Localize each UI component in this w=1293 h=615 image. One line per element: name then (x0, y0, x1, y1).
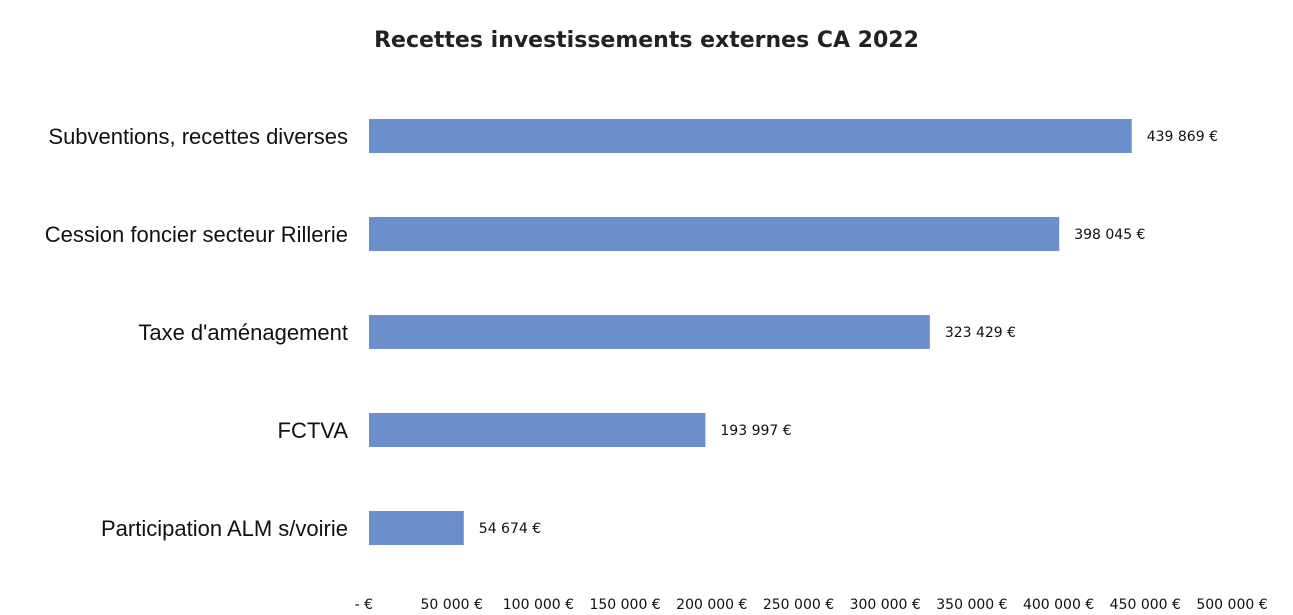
x-tick-label: 250 000 € (763, 597, 834, 613)
x-tick-label: 500 000 € (1196, 597, 1267, 613)
x-tick-label: 150 000 € (589, 597, 660, 613)
bar (369, 413, 706, 447)
x-tick-label: - € (355, 597, 373, 613)
x-tick-label: 300 000 € (850, 597, 921, 613)
category-label: Cession foncier secteur Rillerie (45, 222, 348, 247)
chart-title: Recettes investissements externes CA 202… (374, 28, 919, 53)
bar (369, 315, 930, 349)
x-tick-label: 350 000 € (936, 597, 1007, 613)
x-tick-label: 50 000 € (421, 597, 483, 613)
bar (369, 119, 1132, 153)
category-label: Taxe d'aménagement (138, 320, 348, 345)
x-tick-label: 450 000 € (1110, 597, 1181, 613)
category-label: Subventions, recettes diverses (48, 124, 348, 149)
x-tick-label: 200 000 € (676, 597, 747, 613)
value-label: 323 429 € (945, 325, 1016, 341)
x-tick-label: 100 000 € (503, 597, 574, 613)
value-label: 193 997 € (720, 423, 791, 439)
bar (369, 511, 464, 545)
bar (369, 217, 1060, 251)
value-label: 439 869 € (1147, 129, 1218, 145)
x-tick-label: 400 000 € (1023, 597, 1094, 613)
category-label: Participation ALM s/voirie (101, 516, 348, 541)
value-label: 54 674 € (479, 521, 541, 537)
category-label: FCTVA (278, 418, 349, 443)
value-label: 398 045 € (1074, 227, 1145, 243)
